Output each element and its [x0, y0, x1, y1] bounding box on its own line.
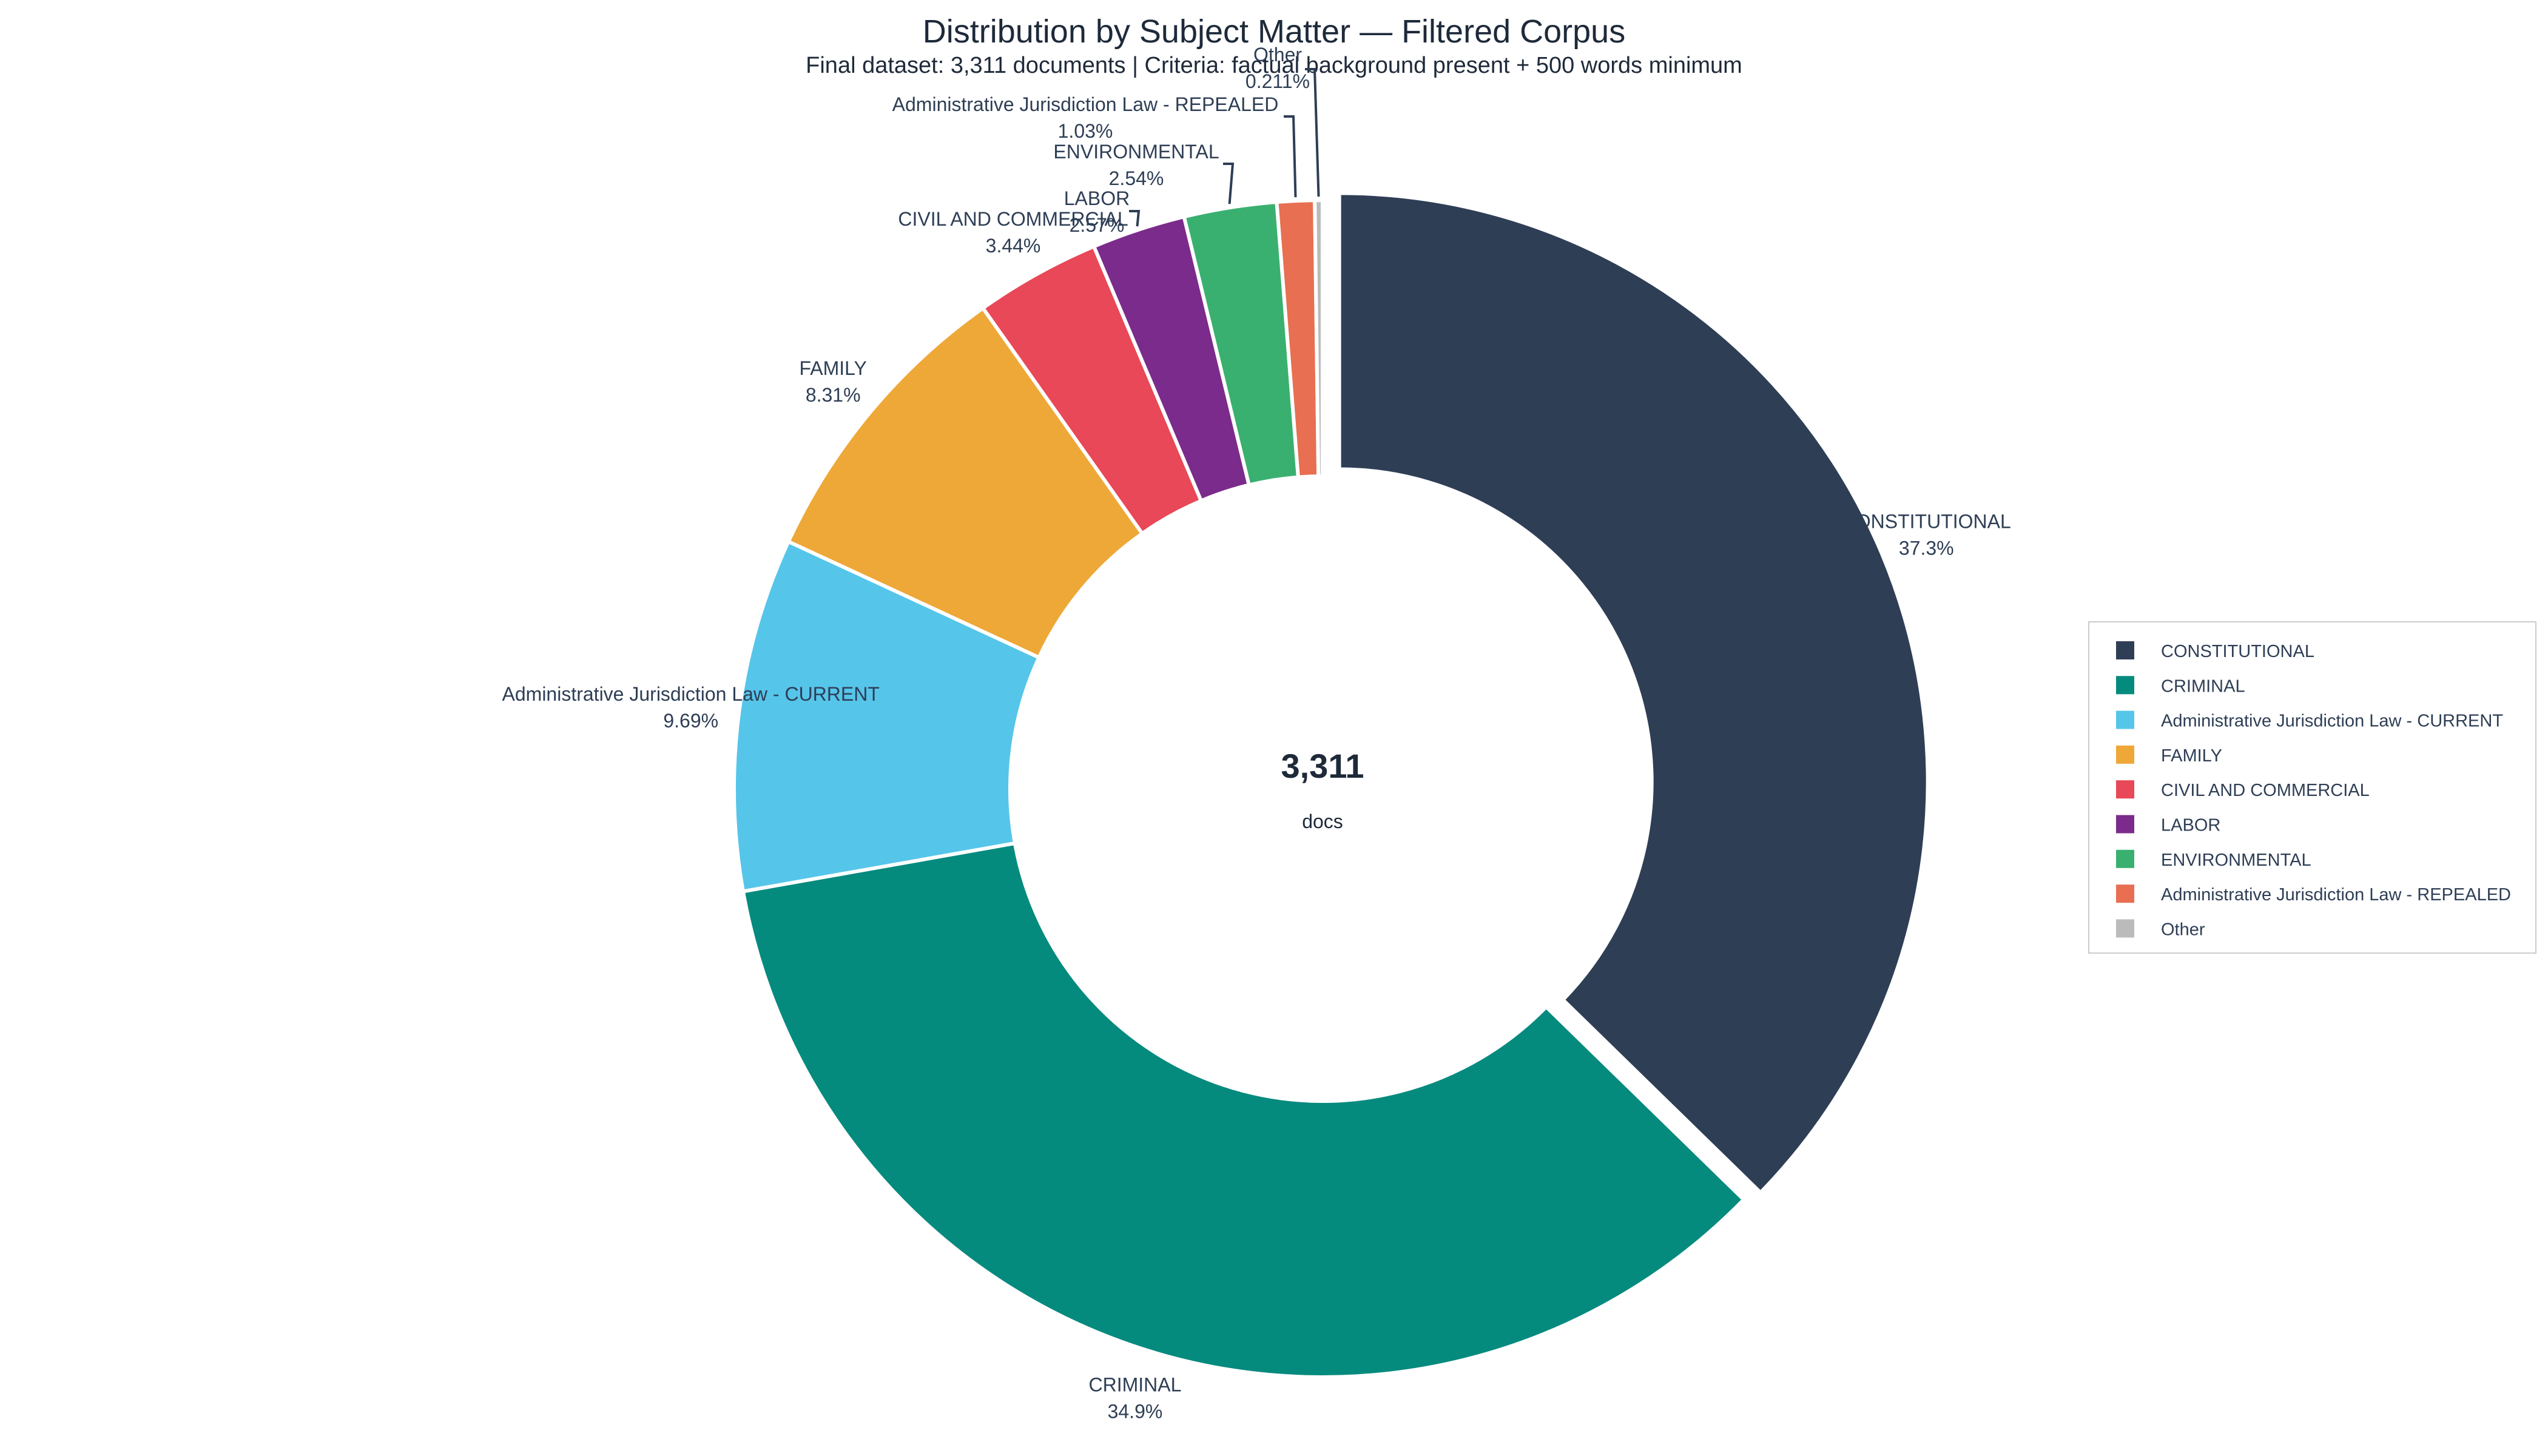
slice-percent-environmental: 2.54% [1109, 167, 1164, 189]
chart-subtitle: Final dataset: 3,311 documents | Criteri… [806, 53, 1742, 78]
chart-title: Distribution by Subject Matter — Filtere… [923, 13, 1625, 50]
legend-swatch-criminal[interactable] [2116, 676, 2134, 695]
legend-label-other[interactable]: Other [2161, 920, 2205, 939]
legend-swatch-environmental[interactable] [2116, 849, 2134, 868]
slice-label-administrative-jurisdiction-law-repealed: Administrative Jurisdiction Law - REPEAL… [892, 93, 1279, 115]
slice-percent-family: 8.31% [806, 384, 861, 406]
legend-label-labor[interactable]: LABOR [2161, 816, 2220, 835]
slice-percent-constitutional: 37.3% [1899, 538, 1954, 559]
leader-lines-group [1129, 68, 1320, 227]
slice-percent-other: 0.211% [1245, 70, 1310, 92]
slice-criminal[interactable] [741, 841, 1747, 1379]
slice-label-constitutional: CONSTITUTIONAL [1842, 511, 2011, 533]
leader-line-administrative-jurisdiction-law-repealed [1284, 115, 1297, 198]
legend-swatch-administrative-jurisdiction-law-repealed[interactable] [2116, 885, 2134, 903]
slice-other[interactable] [1313, 198, 1324, 479]
slice-percent-administrative-jurisdiction-law-repealed: 1.03% [1058, 120, 1113, 142]
legend-label-criminal[interactable]: CRIMINAL [2161, 676, 2245, 696]
legend-swatch-constitutional[interactable] [2116, 641, 2134, 659]
slice-percent-labor: 2.57% [1070, 214, 1125, 236]
center-value: 3,311 [1281, 747, 1364, 785]
legend-swatch-labor[interactable] [2116, 815, 2134, 834]
slice-administrative-jurisdiction-law-current[interactable] [732, 539, 1042, 894]
slice-labels-group: CONSTITUTIONAL 37.3% CRIMINAL 34.9% Administ… [502, 44, 2011, 1422]
slice-label-labor: LABOR [1064, 187, 1130, 209]
slice-label-family: FAMILY [799, 357, 866, 379]
slice-family[interactable] [786, 305, 1145, 660]
slice-percent-civil-and-commercial: 3.44% [986, 235, 1041, 257]
slice-label-other: Other [1253, 44, 1302, 66]
slice-label-criminal: CRIMINAL [1088, 1373, 1181, 1395]
legend-label-civil-and-commercial[interactable]: CIVIL AND COMMERCIAL [2161, 781, 2370, 800]
legend-swatch-family[interactable] [2116, 745, 2134, 764]
slice-label-environmental: ENVIRONMENTAL [1053, 141, 1219, 163]
legend: CONSTITUTIONAL CRIMINAL Administrative Jur… [2088, 621, 2536, 954]
legend-label-constitutional[interactable]: CONSTITUTIONAL [2161, 642, 2314, 661]
legend-label-administrative-jurisdiction-law-repealed[interactable]: Administrative Jurisdiction Law - REPEAL… [2161, 885, 2511, 905]
slice-constitutional[interactable] [1337, 191, 1930, 1195]
legend-label-administrative-jurisdiction-law-current[interactable]: Administrative Jurisdiction Law - CURREN… [2161, 712, 2503, 731]
legend-label-environmental[interactable]: ENVIRONMENTAL [2161, 851, 2311, 870]
slice-percent-administrative-jurisdiction-law-current: 9.69% [663, 710, 718, 732]
slices-group [732, 191, 1930, 1379]
slice-label-civil-and-commercial: CIVIL AND COMMERCIAL [898, 208, 1128, 230]
legend-swatch-civil-and-commercial[interactable] [2116, 780, 2134, 799]
leader-line-environmental [1223, 163, 1235, 204]
slice-percent-criminal: 34.9% [1108, 1400, 1163, 1422]
leader-line-other [1305, 68, 1320, 197]
legend-frame [2088, 621, 2536, 954]
leader-line-labor [1129, 210, 1141, 227]
legend-swatch-other[interactable] [2116, 919, 2134, 938]
slice-label-administrative-jurisdiction-law-current: Administrative Jurisdiction Law - CURREN… [502, 683, 880, 705]
legend-label-family[interactable]: FAMILY [2161, 746, 2222, 766]
center-label: docs [1302, 811, 1343, 832]
legend-swatch-administrative-jurisdiction-law-current[interactable] [2116, 710, 2134, 729]
